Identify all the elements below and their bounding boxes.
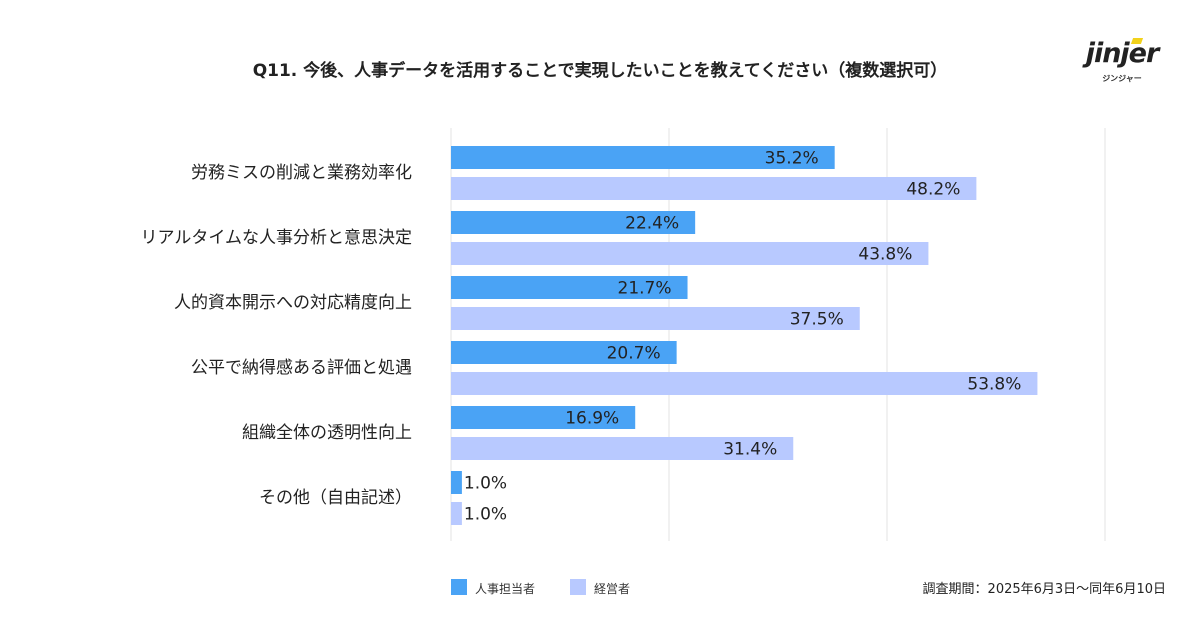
data-label: 1.0% [464, 474, 507, 494]
bar-exec [451, 437, 794, 460]
category-label: その他（自由記述） [259, 488, 412, 508]
logo-kana: ジンジャー [1102, 74, 1142, 83]
data-label: 1.0% [464, 505, 507, 525]
data-label: 35.2% [765, 149, 819, 169]
category-label: 組織全体の透明性向上 [242, 423, 412, 443]
bar-hr [451, 406, 636, 429]
chart-title: Q11. 今後、人事データを活用することで実現したいことを教えてください（複数選… [252, 61, 948, 81]
data-label: 22.4% [625, 214, 679, 234]
legend-swatch-exec [570, 579, 586, 595]
bar-hr [451, 471, 462, 494]
jinjer-logo: jinjer ジンジャー [1082, 38, 1162, 88]
bar-hr [451, 211, 696, 234]
survey-period-note: 調査期間：2025年6月3日〜同年6月10日 [922, 582, 1166, 597]
data-label: 21.7% [618, 279, 672, 299]
bar-exec [451, 177, 977, 200]
bar-exec [451, 242, 929, 265]
category-label: リアルタイムな人事分析と意思決定 [141, 228, 413, 248]
category-label: 労務ミスの削減と業務効率化 [191, 163, 412, 183]
bar-hr [451, 341, 677, 364]
bar-hr [451, 146, 835, 169]
data-label: 53.8% [967, 375, 1021, 395]
data-label: 48.2% [906, 180, 960, 200]
data-label: 37.5% [790, 310, 844, 330]
data-label: 31.4% [723, 440, 777, 460]
data-label: 16.9% [565, 409, 619, 429]
legend-swatch-hr [451, 579, 467, 595]
legend-label-hr: 人事担当者 [475, 582, 536, 596]
data-label: 43.8% [858, 245, 912, 265]
bar-exec [451, 307, 860, 330]
logo-wordmark: jinjer [1085, 38, 1160, 69]
category-label: 人的資本開示への対応精度向上 [174, 293, 412, 313]
bar-hr [451, 276, 688, 299]
data-label: 20.7% [607, 344, 661, 364]
bar-exec [451, 502, 462, 525]
legend-label-exec: 経営者 [594, 582, 631, 596]
category-label: 公平で納得感ある評価と処遇 [191, 358, 412, 378]
bar-exec [451, 372, 1038, 395]
